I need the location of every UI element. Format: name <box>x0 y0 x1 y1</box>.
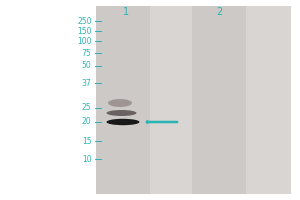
Text: 100: 100 <box>77 36 92 46</box>
Ellipse shape <box>106 110 136 116</box>
Text: 50: 50 <box>82 62 92 71</box>
Text: 1: 1 <box>123 7 129 17</box>
Text: 250: 250 <box>77 17 92 25</box>
Text: 150: 150 <box>77 26 92 36</box>
Bar <box>192 6 246 194</box>
Text: 10: 10 <box>82 154 92 164</box>
Text: 15: 15 <box>82 136 92 146</box>
Bar <box>100 6 291 194</box>
Text: 75: 75 <box>82 48 92 58</box>
Ellipse shape <box>108 99 132 107</box>
Text: 2: 2 <box>216 7 222 17</box>
Text: 20: 20 <box>82 117 92 127</box>
Text: 25: 25 <box>82 104 92 112</box>
Text: 37: 37 <box>82 78 92 88</box>
Bar <box>96 6 150 194</box>
Ellipse shape <box>106 119 140 125</box>
